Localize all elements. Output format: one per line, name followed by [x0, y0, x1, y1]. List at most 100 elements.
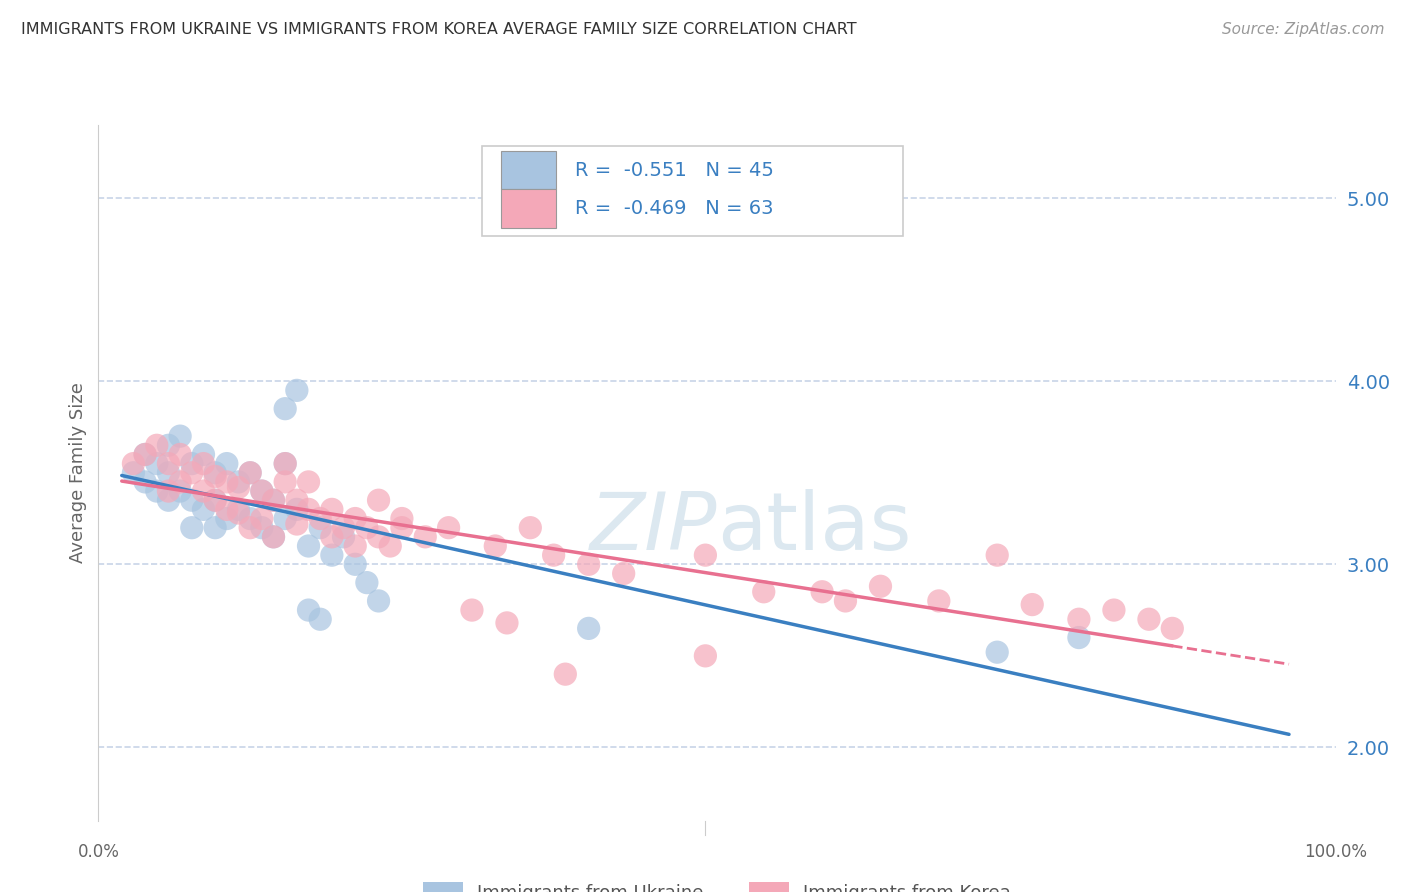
Point: [554, 667, 576, 681]
Point: [297, 539, 319, 553]
Point: [215, 511, 238, 525]
Point: [228, 502, 250, 516]
Point: [193, 447, 215, 461]
Text: R =  -0.469   N = 63: R = -0.469 N = 63: [575, 199, 773, 218]
Point: [309, 511, 332, 525]
Point: [169, 484, 191, 499]
Point: [344, 539, 367, 553]
Point: [169, 447, 191, 461]
Point: [239, 466, 262, 480]
Point: [752, 584, 775, 599]
Point: [309, 612, 332, 626]
Point: [239, 511, 262, 525]
Point: [215, 475, 238, 489]
Point: [332, 530, 354, 544]
Point: [274, 457, 297, 471]
Point: [157, 493, 180, 508]
Point: [332, 521, 354, 535]
Point: [204, 466, 226, 480]
Point: [496, 615, 519, 630]
Point: [239, 466, 262, 480]
Point: [274, 511, 297, 525]
Y-axis label: Average Family Size: Average Family Size: [69, 383, 87, 563]
Point: [157, 484, 180, 499]
Point: [204, 493, 226, 508]
Point: [344, 558, 367, 572]
Point: [204, 493, 226, 508]
Point: [321, 530, 343, 544]
Point: [180, 493, 202, 508]
Point: [263, 493, 285, 508]
Text: Source: ZipAtlas.com: Source: ZipAtlas.com: [1222, 22, 1385, 37]
Point: [1067, 631, 1090, 645]
Text: atlas: atlas: [717, 490, 911, 567]
Point: [169, 475, 191, 489]
Point: [169, 429, 191, 443]
FancyBboxPatch shape: [482, 145, 903, 236]
Point: [204, 521, 226, 535]
Point: [391, 521, 413, 535]
Point: [613, 566, 636, 581]
Point: [193, 484, 215, 499]
Point: [157, 457, 180, 471]
Text: R =  -0.551   N = 45: R = -0.551 N = 45: [575, 161, 773, 179]
Point: [1137, 612, 1160, 626]
Point: [928, 594, 950, 608]
FancyBboxPatch shape: [501, 151, 557, 189]
Point: [228, 480, 250, 494]
Text: IMMIGRANTS FROM UKRAINE VS IMMIGRANTS FROM KOREA AVERAGE FAMILY SIZE CORRELATION: IMMIGRANTS FROM UKRAINE VS IMMIGRANTS FR…: [21, 22, 856, 37]
Point: [297, 475, 319, 489]
Point: [250, 484, 273, 499]
Text: 0.0%: 0.0%: [77, 843, 120, 861]
Point: [461, 603, 484, 617]
Point: [263, 530, 285, 544]
Point: [321, 548, 343, 562]
Point: [1021, 598, 1043, 612]
Text: ZIP: ZIP: [589, 490, 717, 567]
Point: [986, 645, 1008, 659]
Point: [695, 548, 717, 562]
Point: [146, 484, 169, 499]
Point: [578, 621, 600, 635]
Point: [391, 511, 413, 525]
Point: [1161, 621, 1184, 635]
Point: [274, 457, 297, 471]
Point: [356, 521, 378, 535]
Point: [134, 447, 156, 461]
Point: [228, 475, 250, 489]
Point: [297, 502, 319, 516]
Point: [193, 457, 215, 471]
Point: [146, 457, 169, 471]
Point: [180, 457, 202, 471]
FancyBboxPatch shape: [501, 189, 557, 227]
Point: [695, 648, 717, 663]
Point: [321, 502, 343, 516]
Point: [228, 506, 250, 520]
Point: [122, 457, 145, 471]
Point: [380, 539, 402, 553]
Point: [297, 603, 319, 617]
Point: [543, 548, 565, 562]
Point: [1102, 603, 1125, 617]
Point: [204, 469, 226, 483]
Point: [274, 475, 297, 489]
Point: [146, 438, 169, 452]
Point: [986, 548, 1008, 562]
Point: [413, 530, 436, 544]
Point: [285, 516, 308, 531]
Point: [367, 594, 389, 608]
Point: [367, 530, 389, 544]
Point: [250, 511, 273, 525]
Point: [356, 575, 378, 590]
Point: [157, 438, 180, 452]
Point: [157, 466, 180, 480]
Point: [285, 493, 308, 508]
Point: [484, 539, 506, 553]
Point: [869, 579, 891, 593]
Point: [811, 584, 834, 599]
Point: [834, 594, 856, 608]
Point: [193, 502, 215, 516]
Point: [274, 401, 297, 416]
Point: [263, 530, 285, 544]
Point: [239, 521, 262, 535]
